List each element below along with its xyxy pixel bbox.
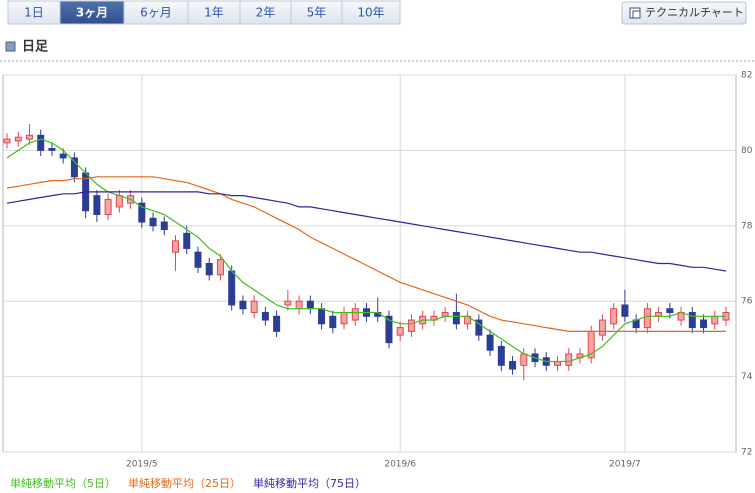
legend-entry: 単純移動平均（75日） bbox=[253, 476, 366, 490]
tab-label[interactable]: 3ヶ月 bbox=[76, 6, 108, 20]
candle-body bbox=[643, 308, 651, 329]
candle-body bbox=[149, 217, 157, 227]
candle-body bbox=[273, 315, 281, 332]
tab-label[interactable]: 1日 bbox=[24, 6, 44, 20]
candle-body bbox=[115, 195, 123, 208]
candle-body bbox=[14, 136, 22, 142]
candle-body bbox=[261, 312, 269, 321]
candle-body bbox=[700, 319, 708, 329]
tab-label[interactable]: 10年 bbox=[357, 6, 384, 20]
candle-body bbox=[37, 134, 45, 151]
y-tick-label: 74 bbox=[741, 372, 753, 382]
candle-body bbox=[160, 221, 168, 231]
candle-body bbox=[284, 300, 292, 306]
tab[interactable] bbox=[341, 0, 401, 25]
candle-body bbox=[407, 319, 415, 332]
candle-body bbox=[93, 195, 101, 215]
candle-body bbox=[385, 315, 393, 344]
candle-body bbox=[138, 202, 146, 223]
candle-body bbox=[610, 308, 618, 325]
tab-label[interactable]: 2年 bbox=[256, 6, 276, 20]
tab-label[interactable]: 5年 bbox=[307, 6, 327, 20]
candle-body bbox=[3, 138, 11, 144]
button-label[interactable]: テクニカルチャート bbox=[645, 6, 744, 19]
candle-body bbox=[104, 198, 112, 215]
legend-entry: 単純移動平均（5日） bbox=[10, 476, 116, 490]
button-icon bbox=[632, 10, 641, 19]
candle-body bbox=[239, 300, 247, 310]
candle-body bbox=[59, 153, 67, 159]
candle-body bbox=[25, 134, 33, 140]
technical-button[interactable] bbox=[621, 1, 747, 25]
candle-body bbox=[475, 319, 483, 336]
candle-body bbox=[183, 232, 191, 249]
candle-body bbox=[48, 148, 56, 151]
candle-body bbox=[70, 157, 78, 178]
range-tabs: 1日 3ヶ月 6ヶ月 1年 2年 5年 10年 bbox=[7, 0, 401, 25]
candle-body bbox=[295, 300, 303, 310]
tab-label[interactable]: 6ヶ月 bbox=[140, 6, 172, 20]
candle-body bbox=[598, 319, 606, 336]
candle-body bbox=[194, 251, 202, 268]
ma-line bbox=[6, 191, 727, 272]
candle-body bbox=[497, 345, 505, 366]
candle-body bbox=[216, 259, 224, 276]
plot: 72 74 76 78 80 82 2019/5 2019/6 2019/7 bbox=[3, 71, 753, 470]
y-tick-label: 82 bbox=[741, 71, 752, 81]
candle-body bbox=[486, 334, 494, 351]
candle-body bbox=[711, 315, 719, 325]
candle-body bbox=[509, 361, 517, 370]
x-tick-label: 2019/6 bbox=[384, 460, 416, 470]
candle-body bbox=[340, 312, 348, 325]
tab-label[interactable]: 1年 bbox=[204, 6, 224, 20]
candle-body bbox=[205, 263, 213, 276]
ma-line bbox=[6, 138, 726, 363]
y-tick-label: 78 bbox=[741, 221, 753, 231]
candle-body bbox=[520, 353, 528, 366]
candle-body bbox=[452, 312, 460, 325]
candle-body bbox=[318, 308, 326, 325]
candle-body bbox=[565, 353, 573, 366]
candle-body bbox=[329, 315, 337, 329]
candle-body bbox=[396, 327, 404, 336]
candle-body bbox=[621, 304, 629, 317]
section-title: 日足 bbox=[22, 40, 49, 55]
candle-body bbox=[688, 312, 696, 329]
x-tick-label: 2019/7 bbox=[609, 460, 641, 470]
section-icon bbox=[5, 41, 16, 52]
ma-line bbox=[6, 176, 726, 332]
button-icon bbox=[629, 7, 641, 19]
legend: 単純移動平均（5日） 単純移動平均（25日） 単純移動平均（75日） bbox=[10, 476, 366, 490]
candle-body bbox=[306, 300, 314, 310]
y-tick-label: 76 bbox=[741, 297, 753, 307]
plot-frame bbox=[2, 74, 737, 453]
y-tick-label: 80 bbox=[741, 146, 753, 156]
y-tick-label: 72 bbox=[741, 448, 752, 458]
candle-body bbox=[666, 308, 674, 314]
legend-entry: 単純移動平均（25日） bbox=[128, 476, 241, 490]
candle-body bbox=[172, 240, 180, 253]
candle-body bbox=[228, 270, 236, 306]
x-tick-label: 2019/5 bbox=[126, 460, 158, 470]
candle-body bbox=[351, 308, 359, 321]
candle-body bbox=[250, 300, 258, 314]
